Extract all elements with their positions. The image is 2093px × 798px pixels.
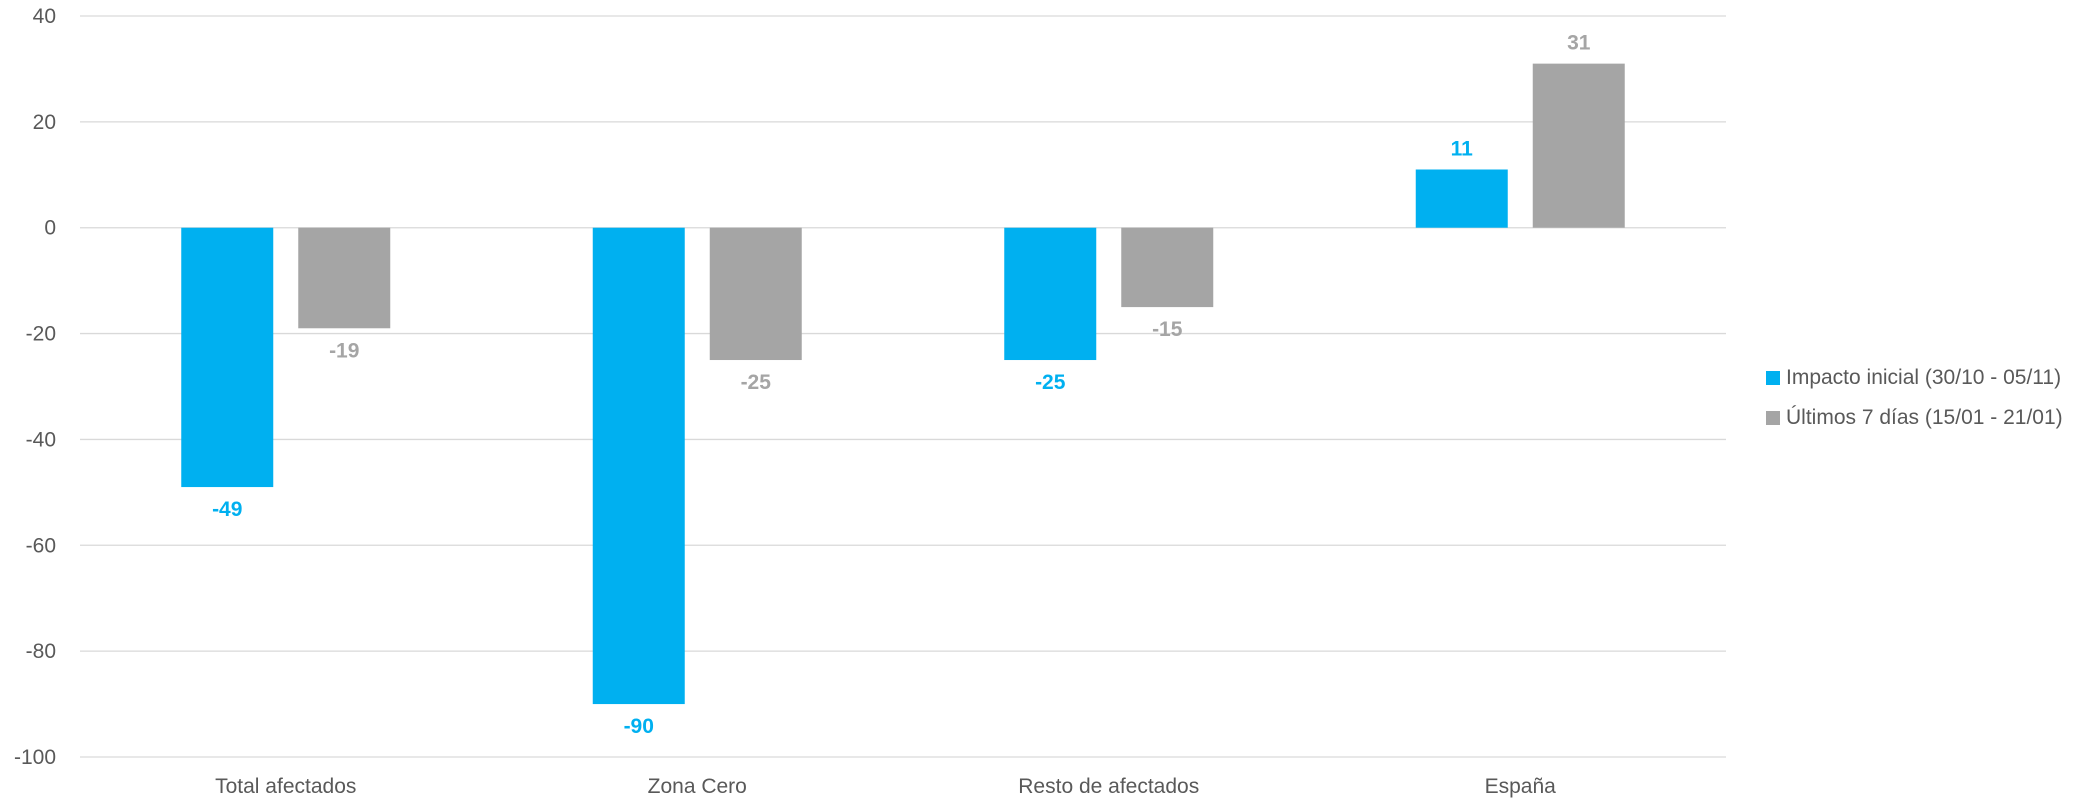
- bar-series-1-0: [181, 227, 274, 488]
- data-label: -25: [1035, 371, 1066, 394]
- bar-series-2-1: [709, 227, 802, 361]
- data-label: -19: [329, 339, 359, 362]
- x-category-label: Resto de afectados: [1018, 775, 1199, 798]
- legend-item-series-2: Últimos 7 días (15/01 - 21/01): [1766, 404, 2063, 431]
- bar-series-2-0: [298, 227, 391, 329]
- legend-label-series-1: Impacto inicial (30/10 - 05/11): [1786, 365, 2062, 389]
- y-tick-label: 20: [33, 111, 56, 134]
- legend-swatch-series-1: [1766, 370, 1780, 385]
- bar-series-2-3: [1532, 63, 1625, 228]
- bar-series-1-2: [1004, 227, 1097, 361]
- y-tick-label: 40: [33, 5, 56, 28]
- x-category-label: Zona Cero: [648, 775, 747, 798]
- y-tick-label: -100: [14, 746, 56, 769]
- data-label: -25: [741, 371, 772, 394]
- bar-series-1-3: [1415, 169, 1508, 228]
- bar-series-1-1: [592, 227, 685, 705]
- y-tick-label: -40: [26, 428, 56, 451]
- data-label: 11: [1451, 137, 1474, 160]
- legend: Impacto inicial (30/10 - 05/11) Últimos …: [1766, 364, 2063, 444]
- y-tick-label: -20: [26, 323, 56, 346]
- data-label: 31: [1567, 32, 1591, 55]
- x-category-label: España: [1485, 775, 1557, 798]
- legend-label-series-2: Últimos 7 días (15/01 - 21/01): [1786, 405, 2063, 429]
- bar-series-2-2: [1121, 227, 1214, 308]
- legend-item-series-1: Impacto inicial (30/10 - 05/11): [1766, 364, 2063, 391]
- x-category-label: Total afectados: [215, 775, 356, 798]
- data-label: -49: [212, 498, 242, 521]
- data-label: -15: [1152, 318, 1183, 341]
- legend-swatch-series-2: [1766, 410, 1780, 425]
- y-tick-label: -80: [26, 640, 56, 663]
- y-tick-label: -60: [26, 534, 56, 557]
- y-tick-label: 0: [44, 217, 56, 240]
- data-label: -90: [624, 715, 654, 738]
